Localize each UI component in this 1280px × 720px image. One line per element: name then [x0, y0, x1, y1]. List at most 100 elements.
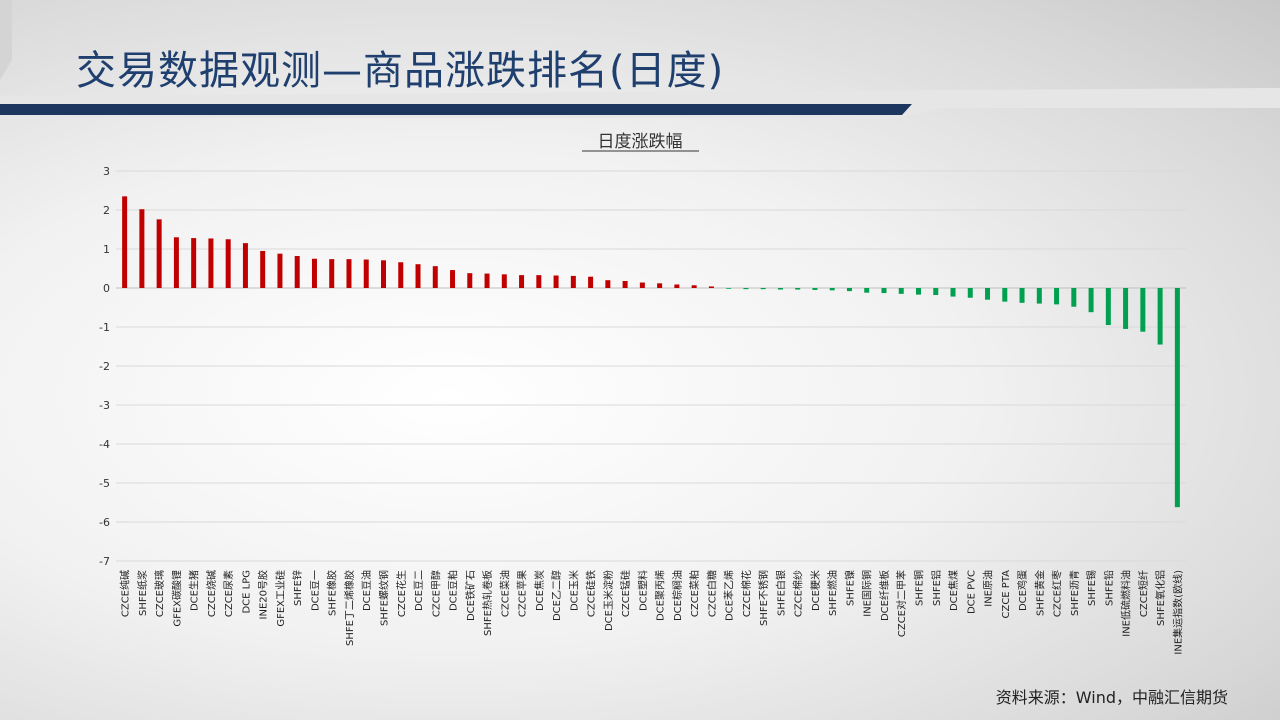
y-tick-label: 3: [103, 165, 110, 178]
x-category-label: DCE苯乙烯: [723, 570, 736, 621]
x-category-label: DCE乙二醇: [550, 570, 563, 621]
x-category-label: DCE棕榈油: [671, 570, 684, 621]
title-underline-bar: [0, 104, 912, 115]
title-band: [0, 0, 1280, 120]
x-category-label: DCE塑料: [636, 570, 649, 611]
bar: [950, 288, 956, 297]
bar: [829, 288, 835, 291]
gridlines: [116, 170, 1186, 562]
x-category-label: SHFE沥青: [1068, 570, 1081, 616]
bar: [743, 288, 749, 290]
bar: [1088, 288, 1094, 313]
y-tick-label: -1: [99, 321, 110, 334]
bar: [588, 276, 594, 288]
x-category-label: DCE豆二: [413, 570, 425, 611]
x-category-label: DCE焦炭: [533, 570, 546, 611]
bar: [553, 275, 559, 288]
bar: [398, 262, 404, 288]
y-tick-label: -7: [99, 555, 110, 568]
y-tick-label: 2: [103, 204, 110, 217]
x-category-label: SHFE铝: [931, 570, 943, 606]
bar: [1123, 288, 1129, 329]
bar: [1071, 288, 1077, 307]
x-category-label: SHFE丁二烯橡胶: [343, 570, 356, 646]
bar: [122, 196, 128, 288]
x-category-label: SHFE锡: [1085, 570, 1098, 606]
bar: [242, 243, 248, 288]
bar: [1105, 288, 1111, 326]
bar: [812, 288, 818, 290]
bar: [467, 273, 473, 288]
bar: [501, 274, 507, 288]
x-category-label: CZCE菜油: [498, 570, 511, 617]
x-category-label: DCE LPG: [241, 570, 252, 614]
x-category-label: CZCE PTA: [1001, 570, 1012, 619]
x-category-label: SHFE铜: [914, 570, 926, 606]
x-category-label: DCE生猪: [188, 570, 201, 611]
y-tick-label: -2: [99, 360, 110, 373]
x-category-label: CZCE棉纱: [792, 570, 805, 617]
y-tick-label: -3: [99, 399, 110, 412]
x-category-label: INE集运指数(欧线): [1171, 570, 1184, 655]
bar: [933, 288, 939, 296]
bar: [484, 273, 490, 288]
x-category-label: CZCE红枣: [1051, 570, 1064, 617]
bar: [415, 264, 421, 288]
bar: [381, 260, 386, 288]
title-band-decoration: [0, 0, 1280, 118]
bar: [1036, 288, 1042, 304]
bar: [1019, 288, 1025, 303]
x-category-label: DCE鸡蛋: [1016, 570, 1029, 611]
bar: [329, 259, 335, 288]
x-category-label: DCE玉米: [567, 570, 580, 611]
bar: [622, 280, 628, 288]
bar: [277, 253, 283, 288]
x-category-label: CZCE短纤: [1137, 570, 1150, 617]
bar: [674, 284, 680, 288]
source-note: 资料来源：Wind，中融汇信期货: [995, 688, 1228, 707]
x-category-label: CZCE菜粕: [688, 570, 701, 617]
x-category-label: GFEX工业硅: [274, 570, 287, 627]
x-category-label: CZCE尿素: [222, 570, 235, 617]
bar: [985, 288, 991, 300]
x-category-label: CZCE硅铁: [585, 570, 598, 617]
y-tick-label: -4: [99, 438, 110, 451]
y-axis-ticks: 3 2 1 0 -1 -2 -3 -4 -5 -6 -7: [99, 165, 110, 568]
bar: [1002, 288, 1008, 302]
x-category-label: CZCE对二甲苯: [895, 570, 908, 637]
x-category-label: SHFE不锈钢: [757, 570, 770, 626]
bar: [691, 285, 697, 288]
x-category-label: CZCE甲醇: [429, 570, 442, 617]
x-category-label: SHFE锌: [291, 570, 304, 606]
x-category-label: DCE PVC: [966, 570, 977, 614]
y-tick-label: 0: [103, 282, 110, 295]
title-left-accent: [0, 0, 12, 80]
x-category-label: SHFE白银: [774, 570, 787, 616]
bar: [450, 270, 456, 288]
x-category-label: SHFE纸浆: [136, 570, 149, 616]
x-category-label: INE原油: [982, 570, 995, 607]
x-category-label: DCE铁矿石: [464, 570, 477, 621]
bar: [173, 237, 179, 288]
bar: [657, 283, 663, 288]
bar: [967, 288, 973, 298]
x-category-label: DCE玉米淀粉: [602, 570, 615, 631]
x-category-label: DCE聚丙烯: [654, 570, 667, 621]
bar: [156, 219, 162, 288]
x-category-label: INE低硫燃料油: [1120, 570, 1133, 637]
y-tick-label: -6: [99, 516, 110, 529]
bar: [1174, 288, 1180, 508]
bar: [536, 275, 542, 288]
bar: [225, 239, 231, 288]
bar: [898, 288, 904, 294]
x-axis-labels: CZCE纯碱 SHFE纸浆 CZCE玻璃 GFEX碳酸锂 DCE生猪 CZCE烧碱 CZCE…: [119, 570, 1185, 655]
x-category-label: INE20号胶: [257, 570, 270, 619]
x-category-label: SHFE铅: [1102, 570, 1115, 606]
x-category-label: CZCE白糖: [705, 570, 718, 617]
bar: [363, 259, 369, 288]
bar: [777, 288, 783, 290]
bar: [881, 288, 887, 294]
x-category-label: SHFE螺纹钢: [378, 570, 391, 626]
bar: [605, 280, 611, 288]
